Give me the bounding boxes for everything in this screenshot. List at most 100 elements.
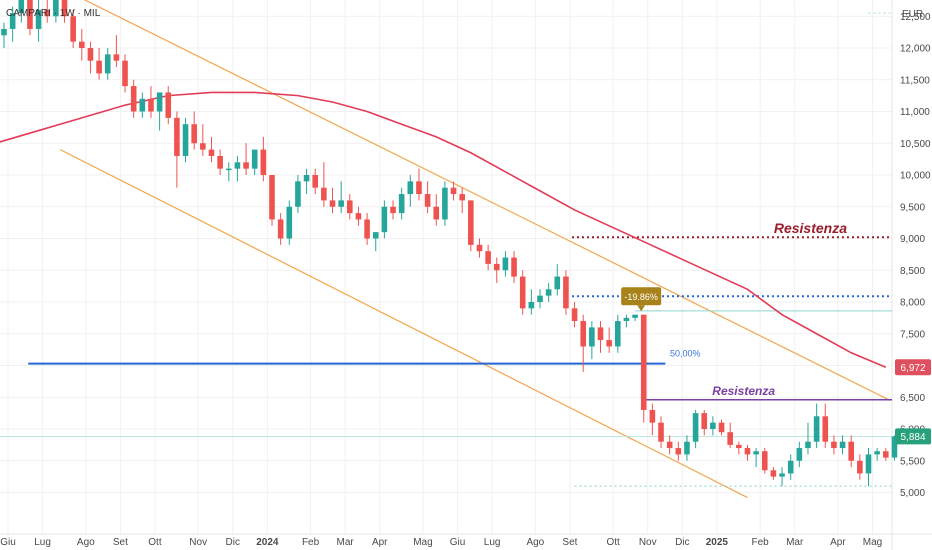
x-tick-label: Ott [606, 537, 620, 548]
pct-badge-text: -19.86% [624, 292, 658, 302]
resistance-upper-label: Resistenza [774, 220, 847, 236]
candle-body [269, 175, 275, 220]
candle-body [537, 295, 543, 302]
x-tick-label: Set [113, 537, 128, 548]
candle-body [165, 92, 172, 118]
candle-body [113, 54, 120, 61]
candle-body [364, 219, 370, 239]
candle-body [79, 41, 85, 48]
candle-body [18, 0, 25, 14]
candle-body [822, 416, 829, 442]
annotations: 50,00% -19.86% Resistenza Resistenza [621, 220, 847, 398]
candle-body [217, 155, 223, 169]
candles [1, 0, 898, 487]
candle-body [528, 302, 535, 309]
candle-body [779, 473, 785, 477]
channel-lower-line [59, 149, 748, 499]
candle-body [675, 448, 682, 455]
candle-body [390, 206, 396, 214]
candle-body [44, 9, 51, 17]
candle-body [295, 181, 301, 207]
candle-body [87, 48, 94, 61]
y-axis: 12,500 12,000 11,500 11,000 10,500 10,000 9,50… [900, 12, 931, 499]
candle-body [96, 60, 102, 74]
candle-body [450, 187, 457, 195]
candle-body [442, 187, 448, 220]
candle-body [589, 327, 595, 347]
candle-body [736, 444, 742, 449]
candle-body [416, 181, 422, 195]
candle-body [805, 441, 811, 449]
pct-badge-bg [621, 287, 662, 306]
candle-body [381, 206, 388, 233]
candle-body [882, 451, 889, 458]
x-tick-label: Apr [372, 537, 388, 548]
candle-body [468, 200, 474, 245]
candle-body [606, 340, 612, 347]
candle-body [433, 206, 440, 220]
candle-body [182, 124, 189, 156]
resistance-lower-label: Resistenza [712, 384, 775, 398]
y-tick-label: 6,500 [900, 393, 925, 404]
candle-body [347, 200, 353, 214]
x-tick-label: Ott [148, 537, 162, 548]
x-tick-label: Nov [189, 537, 207, 548]
candle-body [174, 117, 180, 156]
candle-body [649, 409, 656, 423]
candle-body [865, 454, 872, 474]
x-tick-label: Giu [0, 537, 16, 548]
candle-body [139, 98, 146, 112]
candle-body [554, 276, 561, 290]
candle-body [208, 149, 215, 156]
chart-title: CAMPARI · 1W · MIL [6, 8, 101, 19]
x-tick-label: Feb [302, 537, 320, 548]
candle-body [260, 149, 267, 175]
candle-body [658, 422, 664, 442]
candle-body [727, 432, 733, 445]
x-tick-label: Set [562, 537, 577, 548]
candle-body [355, 213, 362, 220]
y-tick-label: 8,500 [900, 266, 925, 277]
candle-body [312, 175, 319, 188]
price-tags: 6,972 5,884 [895, 359, 931, 445]
candle-body [848, 441, 855, 461]
candle-body [632, 314, 638, 318]
candle-body [407, 181, 414, 195]
x-tick-label: Apr [830, 537, 846, 548]
y-tick-label: 12,000 [900, 44, 931, 55]
candle-body [104, 54, 111, 74]
y-tick-label: 9,500 [900, 202, 925, 213]
candle-body [684, 441, 690, 455]
currency-label: EUR [902, 9, 923, 20]
candle-body [398, 194, 405, 214]
x-tick-label: Lug [484, 537, 501, 548]
candle-body [580, 321, 587, 347]
candle-body [156, 92, 163, 112]
candle-body [130, 86, 137, 112]
candle-body [1, 28, 7, 36]
candle-body [761, 451, 768, 471]
candle-body [839, 441, 846, 449]
candle-body [329, 200, 336, 207]
candle-body [191, 124, 197, 144]
y-tick-label: 5,000 [900, 488, 925, 499]
grid [0, 0, 892, 534]
candle-body [744, 448, 751, 455]
x-tick-label: Mag [413, 537, 432, 548]
candle-body [753, 451, 759, 455]
y-tick-label: 7,500 [900, 329, 925, 340]
candle-body [251, 149, 258, 169]
candle-body [770, 470, 777, 477]
x-tick-label: Dic [226, 537, 240, 548]
candle-body [321, 187, 327, 201]
pct-badge-pointer [637, 305, 646, 312]
y-tick-label: 8,000 [900, 298, 925, 309]
candle-body [796, 448, 803, 461]
candle-body [485, 251, 491, 264]
y-tick-label: 12,500 [900, 12, 931, 23]
candle-body [545, 289, 552, 296]
candle-body [623, 317, 630, 322]
fib-50-label: 50,00% [670, 349, 701, 359]
candle-body [874, 451, 880, 455]
